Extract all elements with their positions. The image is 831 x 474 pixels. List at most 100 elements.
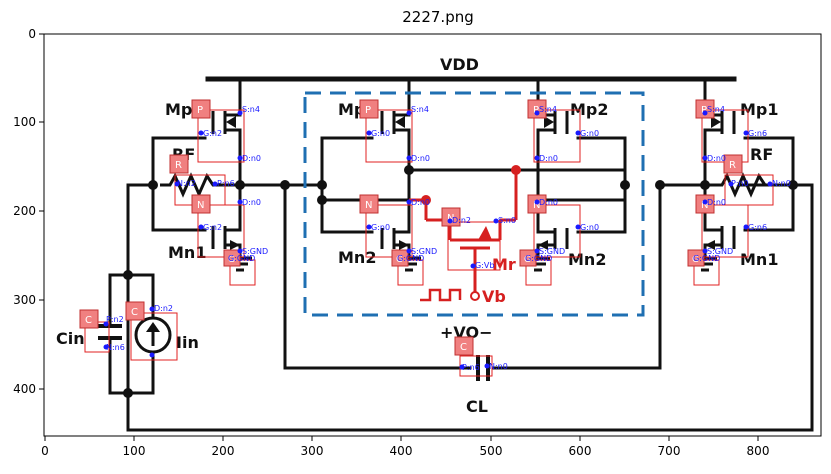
badge-label: G (524, 255, 531, 265)
label-cl: CL (466, 397, 488, 416)
badge-label: P (701, 105, 707, 116)
y-tick-label: 200 (13, 204, 36, 218)
pin-labels: S:n4 G:n2 D:n0 S:n4 G:n0 D:n0 S:n4 G:n0 … (106, 105, 791, 372)
y-tick-label: 300 (13, 293, 36, 307)
x-tick-label: 0 (41, 444, 49, 458)
cin-capacitor (98, 324, 122, 340)
badge-label: C (131, 307, 138, 318)
nmos-arrows (230, 240, 715, 250)
pin-label: D:n0 (411, 154, 430, 163)
junction-dots (123, 165, 798, 398)
resistor-rf-right (705, 172, 793, 198)
x-tick-label: 500 (480, 444, 503, 458)
x-tick-label: 600 (569, 444, 592, 458)
x-tick-label: 200 (212, 444, 235, 458)
y-axis (39, 33, 44, 390)
pin-label: D:n0 (411, 198, 430, 207)
y-tick-label: 400 (13, 382, 36, 396)
badge-label: G (396, 255, 403, 265)
badge-label: N (365, 200, 372, 211)
pin-label: G:n0 (580, 129, 599, 138)
badge-label: R (175, 160, 182, 171)
y-tick-label: 100 (13, 115, 36, 129)
pin-label: N:n6 (106, 343, 125, 352)
label-mn-right: Mn1 (740, 250, 778, 269)
badge-label: R (729, 160, 736, 171)
pin-label: G:GND (228, 254, 255, 263)
pin-label: G:n6 (748, 223, 767, 232)
pin-label: D:n0 (242, 198, 261, 207)
pin-dots (103, 110, 773, 370)
label-mn-left: Mn1 (168, 243, 206, 262)
pin-label: S:GND (707, 247, 733, 256)
mr-node (421, 195, 431, 205)
badge-label: C (460, 342, 467, 353)
pin-label: G:n2 (203, 223, 222, 232)
pin-label: G:n0 (371, 223, 390, 232)
pin-label: D:n2 (154, 304, 173, 313)
pin-label: G:n2 (203, 129, 222, 138)
badge-label: P (533, 105, 539, 116)
pin-label: S:n4 (242, 105, 260, 114)
label-cin: Cin (56, 329, 85, 348)
badge-label: N (197, 200, 204, 211)
y-tick-label: 0 (28, 27, 36, 41)
pin-label: P:n2 (106, 315, 124, 324)
pin-label: P:n6 (462, 363, 480, 372)
mr-arrow (478, 226, 492, 240)
label-mn-center-right: Mn2 (568, 250, 606, 269)
badge-label: P (197, 105, 203, 116)
badge-label: G (692, 255, 699, 265)
iin-arrow-head (146, 322, 160, 332)
badge-label: N (701, 200, 708, 211)
pin-label: N:n0 (772, 179, 791, 188)
pmos-arrows (226, 116, 721, 128)
pin-label: D:n0 (707, 154, 726, 163)
label-rf-right: RF (750, 145, 773, 164)
pin-label: S:GND (539, 247, 565, 256)
pin-label: D:n0 (707, 198, 726, 207)
pin-label: G:n0 (580, 223, 599, 232)
label-vdd: VDD (440, 55, 479, 74)
label-vb: Vb (482, 287, 506, 306)
badge-label: P (365, 105, 371, 116)
pin-label: N:n2 (177, 179, 196, 188)
x-tick-label: 400 (390, 444, 413, 458)
pin-label: S:n0 (498, 216, 516, 225)
label-mp-right: Mp1 (740, 100, 779, 119)
pin-label: D:n0 (242, 154, 261, 163)
component-badges: P P P P R R N N N N N G G G G C C C (79, 99, 743, 356)
badge-label: G (228, 255, 235, 265)
x-tick-labels: 0 100 200 300 400 500 600 700 800 (41, 444, 769, 458)
pin-label: S:GND (242, 247, 268, 256)
pin-label: G:Vb (475, 261, 494, 270)
pin-label: D:n0 (539, 154, 558, 163)
figure-title: 2227.png (402, 8, 474, 26)
core-amplifier-box (303, 91, 645, 317)
pin-label: S:GND (411, 247, 437, 256)
x-tick-label: 100 (123, 444, 146, 458)
label-mr: Mr (492, 255, 516, 274)
pin-label: P:n0 (731, 179, 749, 188)
mr-node (511, 165, 521, 175)
pin-label: D:n2 (452, 216, 471, 225)
pin-label: G:GND (525, 254, 552, 263)
vb-terminal (470, 291, 480, 301)
y-tick-labels: 0 100 200 300 400 (13, 27, 36, 396)
label-iin: Iin (176, 333, 199, 352)
badge-label: C (85, 315, 92, 326)
pin-label: S:n4 (539, 105, 557, 114)
pin-label: D:n0 (539, 198, 558, 207)
label-mn-center-left: Mn2 (338, 248, 376, 267)
label-vo: +VO− (440, 323, 493, 342)
pin-label: S:n4 (707, 105, 725, 114)
vb-pulse (420, 288, 462, 302)
x-tick-label: 700 (658, 444, 681, 458)
pin-label: N:n0 (489, 362, 508, 371)
detection-boxes (84, 109, 774, 377)
x-tick-label: 800 (747, 444, 770, 458)
badge-label: N (447, 213, 454, 224)
pin-label: G:n6 (748, 129, 767, 138)
